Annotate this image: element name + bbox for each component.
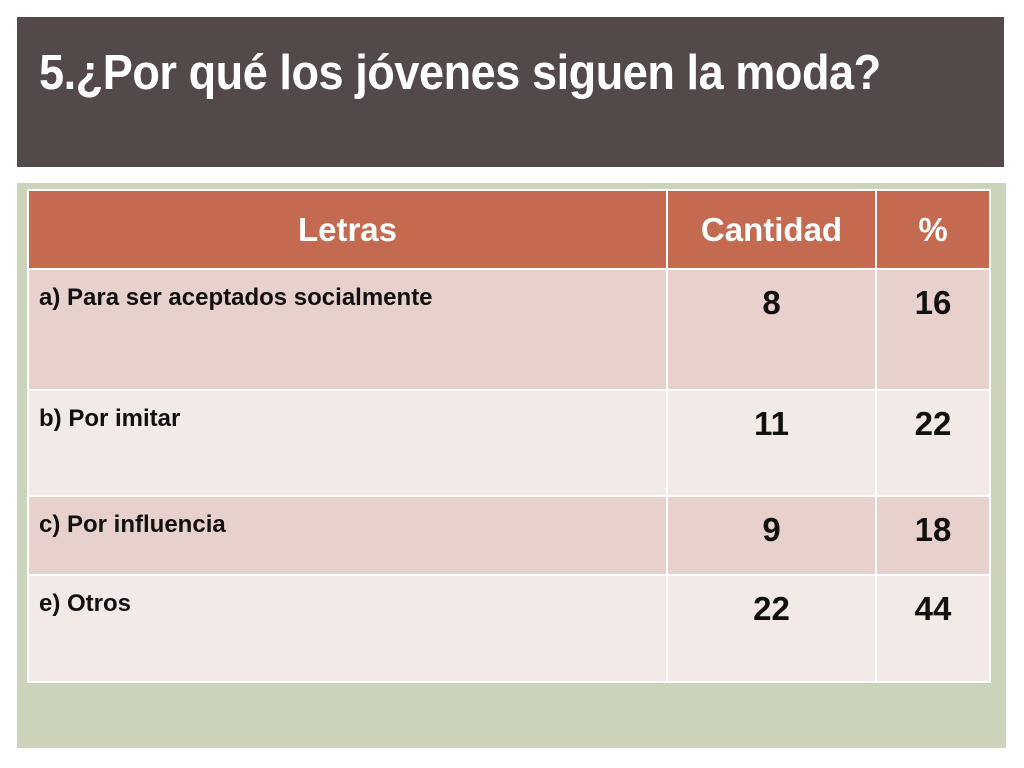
cell-porcentaje: 16 <box>875 268 991 391</box>
cell-cantidad: 8 <box>666 268 877 391</box>
cell-cantidad: 22 <box>666 574 877 683</box>
cell-cantidad: 11 <box>666 389 877 497</box>
column-header-percent: % <box>875 189 991 270</box>
data-table: Letras Cantidad % a) Para ser aceptados … <box>27 189 991 683</box>
slide-title: 5.¿Por qué los jóvenes siguen la moda? <box>39 46 881 100</box>
table-row: a) Para ser aceptados socialmente 8 16 <box>27 268 991 391</box>
cell-porcentaje: 44 <box>875 574 991 683</box>
column-header-letras: Letras <box>27 189 668 270</box>
cell-letra: c) Por influencia <box>27 495 668 576</box>
column-header-cantidad: Cantidad <box>666 189 877 270</box>
cell-letra: e) Otros <box>27 574 668 683</box>
table-row: c) Por influencia 9 18 <box>27 495 991 576</box>
cell-porcentaje: 18 <box>875 495 991 576</box>
title-bar: 5.¿Por qué los jóvenes siguen la moda? <box>17 17 1004 167</box>
table-row: b) Por imitar 11 22 <box>27 389 991 497</box>
cell-letra: a) Para ser aceptados socialmente <box>27 268 668 391</box>
table-row: e) Otros 22 44 <box>27 574 991 683</box>
cell-letra: b) Por imitar <box>27 389 668 497</box>
cell-porcentaje: 22 <box>875 389 991 497</box>
cell-cantidad: 9 <box>666 495 877 576</box>
table-header-row: Letras Cantidad % <box>27 189 991 270</box>
